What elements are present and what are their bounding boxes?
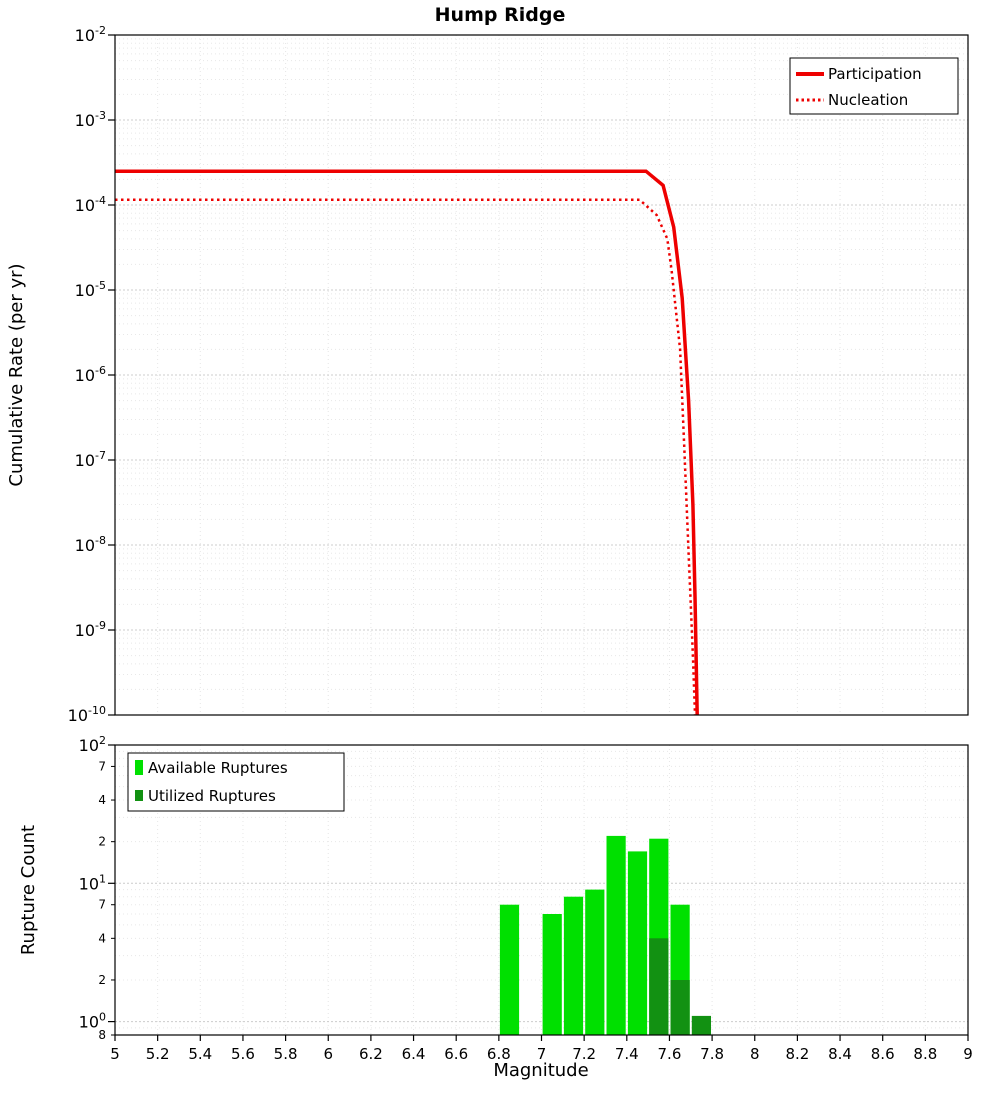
svg-text:7: 7 — [98, 898, 106, 912]
svg-text:10-5: 10-5 — [75, 279, 106, 300]
svg-text:10-7: 10-7 — [75, 449, 106, 470]
svg-text:8.6: 8.6 — [871, 1045, 895, 1063]
svg-text:Utilized Ruptures: Utilized Ruptures — [148, 787, 276, 805]
svg-text:5.2: 5.2 — [146, 1045, 170, 1063]
svg-text:9: 9 — [963, 1045, 973, 1063]
svg-text:10-6: 10-6 — [75, 364, 106, 385]
svg-text:Nucleation: Nucleation — [828, 91, 908, 109]
svg-text:101: 101 — [79, 872, 106, 893]
svg-text:7: 7 — [537, 1045, 547, 1063]
svg-text:4: 4 — [98, 793, 106, 807]
svg-text:10-10: 10-10 — [68, 704, 106, 725]
svg-text:8.4: 8.4 — [828, 1045, 852, 1063]
svg-text:6.2: 6.2 — [359, 1045, 383, 1063]
svg-text:10-8: 10-8 — [75, 534, 106, 555]
svg-text:Participation: Participation — [828, 65, 922, 83]
svg-text:Available Ruptures: Available Ruptures — [148, 759, 288, 777]
svg-text:7.8: 7.8 — [700, 1045, 724, 1063]
svg-text:6.8: 6.8 — [487, 1045, 511, 1063]
svg-text:6.6: 6.6 — [444, 1045, 468, 1063]
svg-text:7.2: 7.2 — [572, 1045, 596, 1063]
svg-text:10-9: 10-9 — [75, 619, 106, 640]
svg-text:10-4: 10-4 — [75, 194, 106, 215]
chart-title: Hump Ridge — [434, 4, 566, 26]
svg-text:5: 5 — [110, 1045, 120, 1063]
svg-text:102: 102 — [79, 734, 106, 755]
x-axis-label-magnitude: Magnitude — [493, 1060, 589, 1081]
svg-text:5.8: 5.8 — [274, 1045, 298, 1063]
svg-text:10-2: 10-2 — [75, 24, 106, 45]
svg-text:8: 8 — [750, 1045, 760, 1063]
svg-text:5.6: 5.6 — [231, 1045, 255, 1063]
svg-text:7.4: 7.4 — [615, 1045, 639, 1063]
svg-text:5.4: 5.4 — [188, 1045, 212, 1063]
svg-text:7: 7 — [98, 759, 106, 773]
svg-text:7.6: 7.6 — [658, 1045, 682, 1063]
svg-text:8.8: 8.8 — [913, 1045, 937, 1063]
svg-text:8.2: 8.2 — [785, 1045, 809, 1063]
svg-text:4: 4 — [98, 931, 106, 945]
svg-text:8: 8 — [98, 1028, 106, 1042]
svg-text:10-3: 10-3 — [75, 109, 106, 130]
svg-text:6: 6 — [323, 1045, 333, 1063]
svg-text:6.4: 6.4 — [402, 1045, 426, 1063]
svg-text:2: 2 — [98, 973, 106, 987]
svg-text:2: 2 — [98, 835, 106, 849]
